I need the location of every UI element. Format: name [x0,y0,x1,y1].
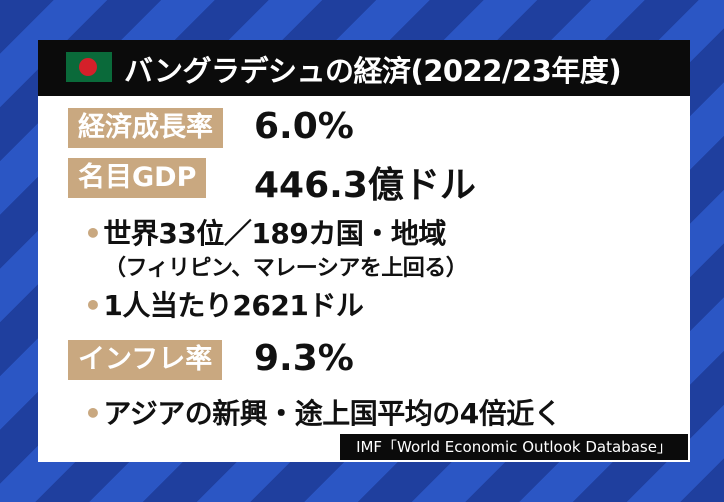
note-text: 1人当たり2621ドル [103,289,364,322]
row-value: 446.3億ドル [254,165,476,206]
panel: バングラデシュの経済(2022/23年度) 経済成長率 6.0% 名目GDP 4… [38,40,690,462]
note: •アジアの新興・途上国平均の4倍近く [84,397,562,430]
note: •1人当たり2621ドル [84,289,364,322]
source: IMF「World Economic Outlook Database」 [340,434,688,460]
note-text: アジアの新興・途上国平均の4倍近く [103,397,562,430]
note: •世界33位／189カ国・地域 [84,217,446,250]
row-label: インフレ率 [68,340,223,380]
title: バングラデシュの経済(2022/23年度) [124,54,622,88]
title-bar: バングラデシュの経済(2022/23年度) [38,40,690,96]
flag [66,52,112,82]
note-text: 世界33位／189カ国・地域 [103,217,446,250]
row-value: 6.0% [254,106,354,147]
row-label: 名目GDP [68,158,207,198]
note-sub: （フィリピン、マレーシアを上回る） [104,256,468,281]
row-value: 9.3% [254,338,354,379]
row-label: 経済成長率 [68,108,223,148]
